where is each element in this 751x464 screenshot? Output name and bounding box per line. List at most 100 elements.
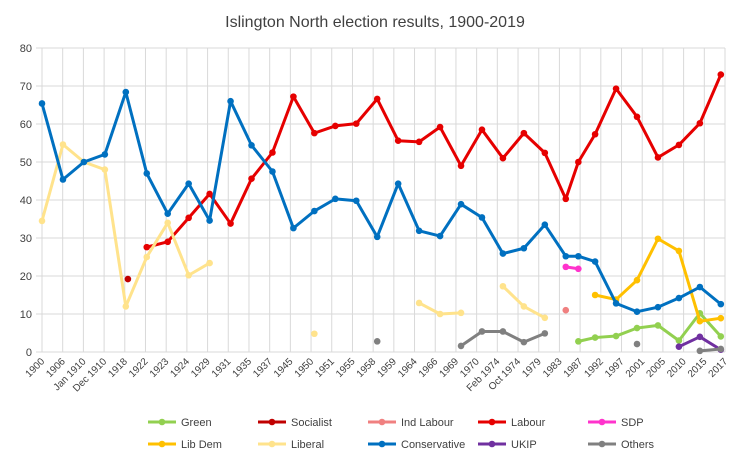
x-tick-label: 1969 xyxy=(438,356,462,380)
data-point-conservative xyxy=(457,200,465,208)
data-point-labour xyxy=(520,129,528,137)
data-point-green xyxy=(612,332,620,340)
series-lib-dem xyxy=(591,235,725,325)
data-point-labour xyxy=(185,214,192,222)
data-point-conservative xyxy=(575,252,582,260)
x-tick-label: 1979 xyxy=(520,356,544,380)
data-point-others xyxy=(520,338,528,346)
x-tick-label: 1983 xyxy=(541,356,565,380)
data-point-conservative xyxy=(654,303,662,311)
data-point-others xyxy=(633,340,641,348)
data-point-liberal xyxy=(185,271,192,279)
data-point-conservative xyxy=(185,180,192,187)
data-point-labour xyxy=(143,243,151,251)
legend-swatch-marker xyxy=(158,440,166,448)
data-point-green xyxy=(591,334,599,341)
series-ind-labour xyxy=(562,306,570,314)
y-tick-label: 20 xyxy=(20,271,32,283)
data-point-labour xyxy=(332,122,339,130)
data-point-liberal xyxy=(59,141,67,148)
data-point-others xyxy=(478,328,486,335)
data-point-others xyxy=(373,338,381,345)
data-point-labour xyxy=(164,238,172,246)
data-point-labour xyxy=(575,158,582,166)
legend-item-sdp: SDP xyxy=(588,417,644,429)
data-point-conservative xyxy=(612,300,620,307)
series-green xyxy=(575,309,725,345)
data-point-liberal xyxy=(164,219,172,227)
series-layer xyxy=(38,71,725,355)
data-point-labour xyxy=(248,175,255,183)
data-point-conservative xyxy=(311,207,318,215)
data-point-conservative xyxy=(436,232,444,240)
series-liberal xyxy=(38,141,549,338)
data-point-conservative xyxy=(520,244,528,252)
legend-swatch-marker xyxy=(378,418,386,426)
legend: Green Socialist Ind Labour Labour SDP Lib Dem… xyxy=(148,417,655,451)
y-tick-label: 60 xyxy=(20,119,32,131)
data-point-green xyxy=(633,324,641,332)
data-point-labour xyxy=(415,138,423,146)
legend-item-lib-dem: Lib Dem xyxy=(148,439,222,451)
data-point-liberal xyxy=(520,303,528,310)
legend-label: UKIP xyxy=(511,439,537,451)
data-point-conservative xyxy=(415,227,423,235)
data-point-labour xyxy=(269,149,276,156)
x-tick-label: 1951 xyxy=(313,356,337,380)
data-point-conservative xyxy=(80,158,88,166)
chart-title: Islington North election results, 1900-2… xyxy=(225,14,525,31)
data-point-lib-dem xyxy=(654,235,662,243)
data-point-lib-dem xyxy=(675,247,683,255)
data-point-conservative xyxy=(164,210,172,217)
data-point-others xyxy=(696,347,704,355)
data-point-others xyxy=(717,345,725,353)
legend-swatch-marker xyxy=(268,440,276,448)
x-tick-label: 1900 xyxy=(24,356,48,380)
y-tick-label: 40 xyxy=(20,195,32,207)
data-point-labour xyxy=(394,137,402,145)
data-point-conservative xyxy=(290,224,297,232)
data-point-ukip xyxy=(696,333,704,341)
legend-swatch-marker xyxy=(488,418,496,426)
data-point-conservative xyxy=(633,308,641,316)
y-tick-label: 30 xyxy=(20,233,32,245)
data-point-labour xyxy=(717,71,725,78)
data-point-others xyxy=(457,342,465,350)
x-tick-label: 1959 xyxy=(375,356,399,380)
data-point-liberal xyxy=(311,330,318,338)
y-tick-label: 0 xyxy=(26,347,32,359)
legend-label: Conservative xyxy=(401,439,465,451)
x-tick-label: 1937 xyxy=(251,356,275,380)
legend-swatch-marker xyxy=(158,418,166,426)
data-point-lib-dem xyxy=(633,276,641,284)
series-sdp xyxy=(562,263,582,273)
x-tick-label: 1966 xyxy=(417,356,441,380)
data-point-green xyxy=(575,338,582,345)
x-tick-label: 1918 xyxy=(106,356,130,380)
legend-item-liberal: Liberal xyxy=(258,439,324,451)
y-tick-label: 70 xyxy=(20,81,32,93)
series-socialist xyxy=(124,275,132,283)
legend-swatch-marker xyxy=(488,440,496,448)
data-point-green xyxy=(654,322,662,329)
data-point-lib-dem xyxy=(696,317,704,325)
data-point-labour xyxy=(436,123,444,131)
data-point-conservative xyxy=(675,294,683,302)
data-point-green xyxy=(675,337,683,344)
data-point-labour xyxy=(499,154,507,162)
data-point-liberal xyxy=(143,253,151,261)
data-point-labour xyxy=(373,95,381,103)
data-point-labour xyxy=(290,93,297,100)
legend-label: Labour xyxy=(511,417,546,429)
data-point-labour xyxy=(352,120,360,127)
data-point-labour xyxy=(457,162,465,170)
legend-label: SDP xyxy=(621,417,644,429)
data-point-conservative xyxy=(38,100,46,107)
data-point-labour xyxy=(654,154,662,161)
x-tick-label: 2017 xyxy=(707,356,731,380)
data-point-liberal xyxy=(38,217,46,225)
data-point-liberal xyxy=(457,309,465,317)
data-point-conservative xyxy=(717,300,725,308)
